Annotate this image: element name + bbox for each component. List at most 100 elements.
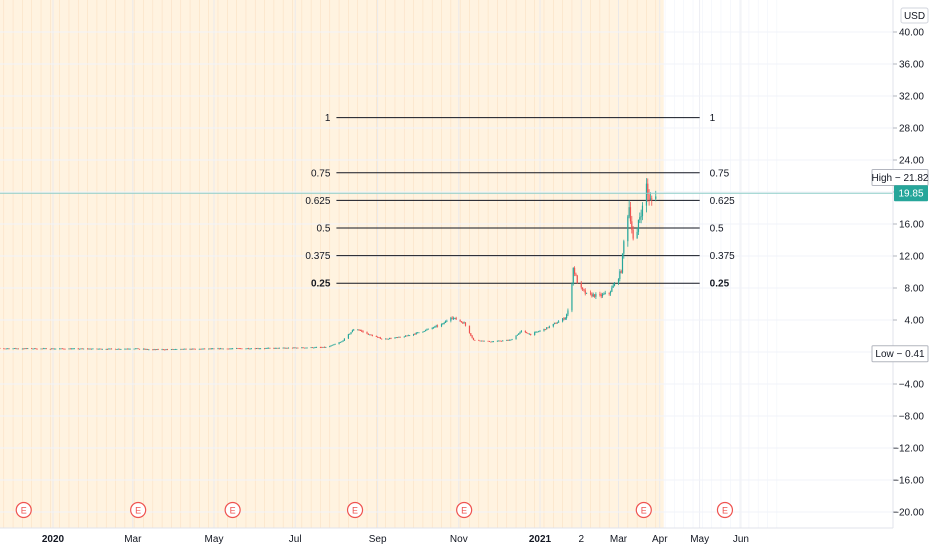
candle[interactable] [17,348,20,350]
candle[interactable] [530,333,532,336]
candle[interactable] [153,348,155,351]
candle[interactable] [291,347,294,349]
candle[interactable] [361,329,363,332]
candle[interactable] [334,343,336,345]
candle[interactable] [185,348,187,350]
candle[interactable] [180,348,182,350]
candle[interactable] [106,348,109,350]
earnings-icon[interactable]: E [346,501,364,519]
candle[interactable] [442,323,444,325]
earnings-icon[interactable]: E [224,501,241,519]
candle[interactable] [544,328,546,331]
candle[interactable] [342,340,344,342]
candle[interactable] [142,348,145,350]
candle[interactable] [389,337,391,340]
candle[interactable] [636,227,638,239]
candle[interactable] [97,348,99,350]
candle[interactable] [459,319,461,322]
candle[interactable] [41,348,43,350]
candle[interactable] [655,190,657,202]
candle[interactable] [462,321,464,325]
candle[interactable] [554,322,556,325]
candle[interactable] [507,339,509,341]
candle[interactable] [558,320,560,323]
candle[interactable] [515,335,517,340]
candle[interactable] [282,347,284,349]
candle[interactable] [379,336,381,340]
candle[interactable] [297,347,299,349]
candle[interactable] [631,215,633,234]
candle[interactable] [319,346,322,348]
candle[interactable] [343,338,346,342]
candle[interactable] [305,347,307,349]
candle[interactable] [182,348,184,350]
candle[interactable] [500,340,503,342]
candle[interactable] [339,341,342,343]
candle[interactable] [432,326,435,329]
candle[interactable] [450,316,452,323]
candle[interactable] [8,348,10,350]
candle[interactable] [295,347,298,349]
candle[interactable] [212,348,214,350]
candle[interactable] [567,308,569,317]
candle[interactable] [80,348,82,350]
candle[interactable] [148,349,150,351]
earnings-icon[interactable]: E [635,501,652,519]
candle[interactable] [229,348,231,350]
candle[interactable] [412,333,415,337]
candle[interactable] [435,324,437,328]
candle[interactable] [263,347,266,350]
candle[interactable] [51,348,53,350]
candle[interactable] [25,348,27,350]
candle[interactable] [349,333,351,335]
candle[interactable] [409,335,411,337]
candle[interactable] [247,347,250,350]
candle[interactable] [566,313,568,320]
candle[interactable] [306,347,308,349]
candle[interactable] [124,348,126,350]
candle[interactable] [181,348,183,350]
candle[interactable] [24,347,26,350]
candle[interactable] [359,329,361,331]
earnings-icon[interactable]: E [15,501,32,519]
candle[interactable] [172,348,174,350]
candle[interactable] [222,348,224,350]
candle[interactable] [35,348,37,350]
candle[interactable] [315,346,318,348]
candle[interactable] [535,331,537,333]
candle[interactable] [110,348,113,350]
candle[interactable] [114,348,117,350]
candle[interactable] [86,348,89,350]
candle[interactable] [77,348,79,350]
candle[interactable] [192,348,194,350]
candle[interactable] [377,336,379,338]
candle[interactable] [232,347,234,350]
candle[interactable] [609,290,612,296]
candle[interactable] [585,292,588,294]
candle[interactable] [16,348,18,350]
candle[interactable] [241,348,243,350]
candle[interactable] [259,348,262,350]
candle[interactable] [154,349,157,351]
candle[interactable] [173,349,175,351]
candle[interactable] [96,348,98,350]
earnings-icon[interactable]: E [130,501,147,519]
candle[interactable] [228,348,230,350]
earnings-icon[interactable]: E [456,501,473,519]
candle[interactable] [283,347,286,349]
candle[interactable] [61,348,63,350]
candle[interactable] [474,339,476,341]
candle[interactable] [599,291,601,297]
candle[interactable] [528,333,530,335]
candle[interactable] [592,292,594,298]
candle[interactable] [53,348,55,350]
candle[interactable] [144,348,146,350]
candle[interactable] [608,292,610,296]
candle[interactable] [539,330,541,332]
candle[interactable] [255,348,258,350]
candle[interactable] [266,347,268,349]
candle[interactable] [573,266,576,277]
candle[interactable] [275,347,278,349]
candle[interactable] [217,347,219,350]
candle[interactable] [386,338,388,340]
